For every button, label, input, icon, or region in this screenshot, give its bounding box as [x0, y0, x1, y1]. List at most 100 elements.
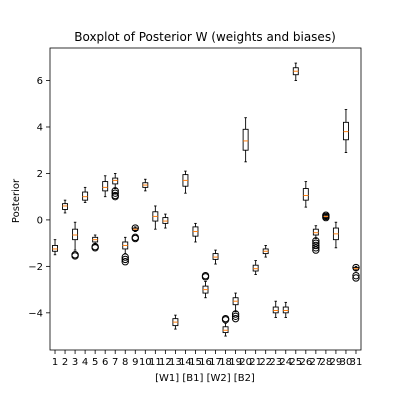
box-body [82, 191, 89, 201]
x-tick-label: 9 [132, 357, 138, 368]
x-tick-label: 16 [199, 357, 212, 368]
x-tick-label: 21 [249, 357, 262, 368]
flier-point [352, 274, 360, 282]
flier-point [312, 239, 320, 247]
box-body [72, 228, 79, 241]
x-tick-label: 6 [102, 357, 108, 368]
box-1 [52, 239, 58, 256]
y-tick-label: −2 [28, 262, 43, 273]
flier-point [231, 310, 240, 318]
y-tick-label: 2 [37, 169, 43, 180]
box-9 [131, 224, 139, 243]
box-2 [62, 199, 69, 214]
flier-point [231, 314, 240, 323]
flier-point [312, 244, 320, 252]
flier-point [221, 314, 230, 323]
chart-title: Boxplot of Posterior W (weights and bias… [74, 30, 336, 44]
box-body [102, 181, 109, 192]
box-27 [312, 225, 320, 254]
x-tick-label: 29 [330, 357, 343, 368]
box-26 [302, 181, 309, 208]
box-body [62, 203, 69, 210]
box-16 [201, 271, 210, 299]
flier-point [322, 211, 330, 219]
box-5 [91, 234, 99, 252]
box-3 [71, 221, 79, 260]
box-body [342, 121, 349, 141]
box-13 [172, 314, 179, 330]
x-tick-label: 1 [52, 357, 58, 368]
box-7 [111, 172, 119, 201]
x-tick-label: 18 [219, 357, 232, 368]
box-21 [252, 260, 259, 275]
box-body [242, 128, 249, 151]
box-body [222, 326, 229, 334]
box-6 [102, 175, 109, 198]
x-tick-label: 8 [122, 357, 128, 368]
box-body [272, 306, 279, 314]
plot-frame [49, 47, 362, 351]
flier-point [121, 253, 129, 261]
x-tick-label: 13 [169, 357, 182, 368]
x-tick-label: 22 [259, 357, 272, 368]
y-tick-label: 6 [37, 76, 43, 87]
flier-point [312, 241, 320, 250]
box-18 [221, 314, 230, 337]
flier-point [111, 189, 119, 197]
x-tick-label: 25 [289, 357, 302, 368]
box-29 [332, 221, 339, 249]
x-tick-label: 10 [139, 357, 152, 368]
box-19 [231, 292, 240, 323]
box-23 [272, 300, 279, 318]
flier-point [71, 252, 79, 260]
x-tick-label: 31 [350, 357, 363, 368]
flier-point [121, 255, 129, 264]
box-body [162, 217, 169, 224]
y-tick-label: 4 [37, 122, 43, 133]
box-14 [182, 170, 189, 194]
x-tick-label: 2 [62, 357, 68, 368]
x-tick-label: 27 [309, 357, 322, 368]
x-tick-label: 20 [239, 357, 252, 368]
box-15 [192, 222, 199, 243]
box-10 [142, 178, 149, 192]
box-4 [82, 186, 89, 203]
box-24 [282, 301, 289, 318]
box-25 [292, 62, 299, 81]
x-tick-label: 14 [179, 357, 192, 368]
flier-point [352, 263, 360, 272]
flier-point [111, 192, 119, 201]
flier-point [121, 258, 129, 266]
x-axis-label: [W1] [B1] [W2] [B2] [155, 373, 255, 384]
x-tick-label: 12 [159, 357, 172, 368]
box-body [252, 264, 259, 272]
flier-point [131, 234, 139, 243]
box-31 [352, 263, 360, 282]
flier-point [312, 246, 320, 254]
flier-point [131, 224, 139, 232]
x-tick-label: 24 [279, 357, 292, 368]
x-tick-label: 15 [189, 357, 202, 368]
box-28 [322, 211, 330, 222]
x-tick-label: 7 [112, 357, 118, 368]
flier-point [312, 237, 320, 245]
x-tick-label: 19 [229, 357, 242, 368]
x-tick-label: 30 [340, 357, 353, 368]
box-22 [262, 245, 269, 258]
x-tick-label: 26 [299, 357, 312, 368]
y-axis-label: Posterior [11, 178, 22, 223]
box-body [282, 306, 289, 314]
y-tick-label: −4 [28, 308, 43, 319]
x-tick-label: 28 [320, 357, 333, 368]
box-12 [162, 213, 169, 229]
box-8 [121, 236, 129, 266]
x-tick-label: 23 [269, 357, 282, 368]
x-tick-label: 5 [92, 357, 98, 368]
flier-point [111, 187, 119, 195]
box-body [302, 188, 309, 201]
box-body [112, 177, 119, 185]
box-body [212, 253, 219, 260]
